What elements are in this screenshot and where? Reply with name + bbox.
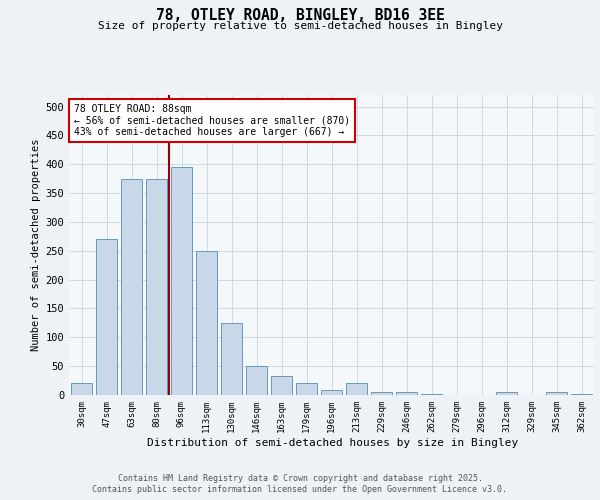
Bar: [246, 366, 267, 395]
Bar: [271, 376, 292, 395]
Bar: [296, 384, 317, 395]
Bar: [371, 392, 392, 395]
Text: Contains public sector information licensed under the Open Government Licence v3: Contains public sector information licen…: [92, 485, 508, 494]
Text: Contains HM Land Registry data © Crown copyright and database right 2025.: Contains HM Land Registry data © Crown c…: [118, 474, 482, 483]
Bar: [96, 239, 117, 395]
Bar: [321, 390, 342, 395]
Bar: [346, 384, 367, 395]
Bar: [221, 323, 242, 395]
Bar: [146, 178, 167, 395]
Bar: [421, 394, 442, 395]
Bar: [71, 384, 92, 395]
Text: 78, OTLEY ROAD, BINGLEY, BD16 3EE: 78, OTLEY ROAD, BINGLEY, BD16 3EE: [155, 8, 445, 22]
Bar: [496, 392, 517, 395]
Bar: [571, 394, 592, 395]
Y-axis label: Number of semi-detached properties: Number of semi-detached properties: [31, 138, 41, 352]
Bar: [121, 178, 142, 395]
Bar: [396, 392, 417, 395]
Text: 78 OTLEY ROAD: 88sqm
← 56% of semi-detached houses are smaller (870)
43% of semi: 78 OTLEY ROAD: 88sqm ← 56% of semi-detac…: [74, 104, 350, 137]
Bar: [546, 392, 567, 395]
Bar: [171, 167, 192, 395]
Text: Size of property relative to semi-detached houses in Bingley: Size of property relative to semi-detach…: [97, 21, 503, 31]
Bar: [196, 251, 217, 395]
Text: Distribution of semi-detached houses by size in Bingley: Distribution of semi-detached houses by …: [148, 438, 518, 448]
